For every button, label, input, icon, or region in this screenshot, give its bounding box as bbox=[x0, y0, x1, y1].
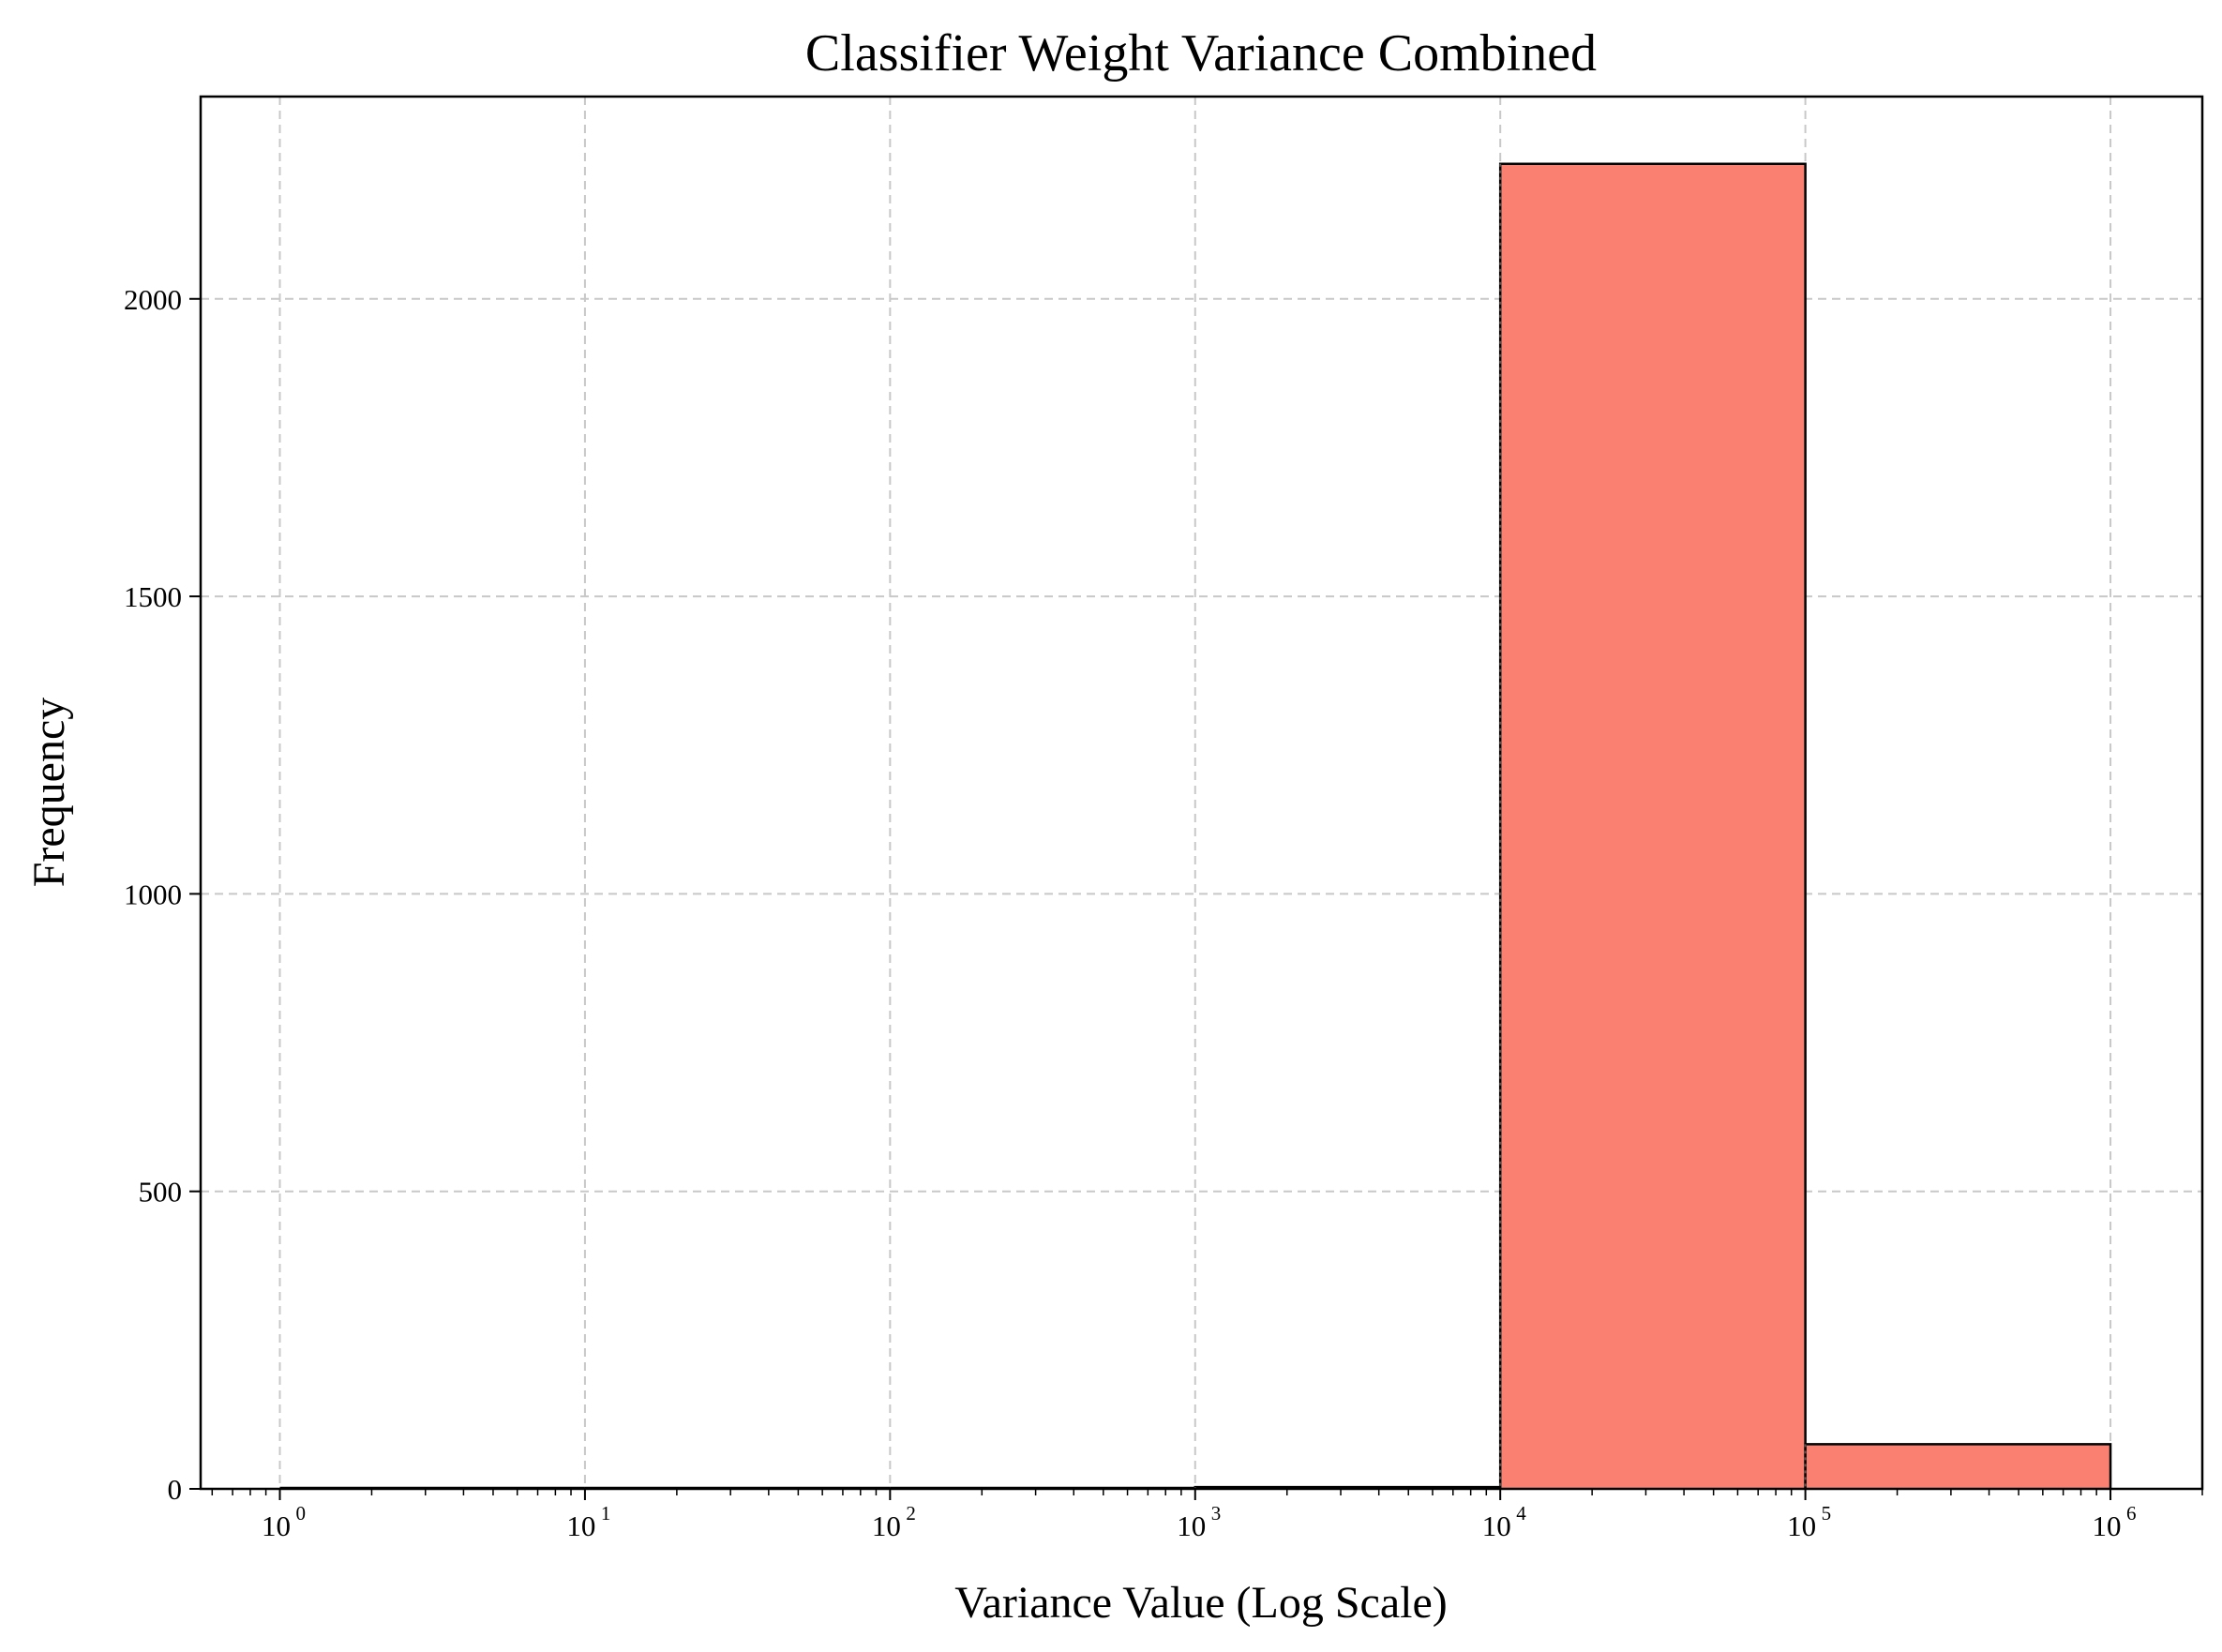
x-tick-exponent-0: 0 bbox=[295, 1502, 306, 1524]
x-tick-exponent-5: 5 bbox=[1822, 1502, 1832, 1524]
y-axis-label: Frequency bbox=[24, 698, 74, 888]
x-tick-exponent-3: 3 bbox=[1211, 1502, 1222, 1524]
x-tick-label-3: 10 bbox=[1177, 1509, 1206, 1542]
x-tick-label-2: 10 bbox=[872, 1509, 901, 1542]
y-tick-label-4: 2000 bbox=[124, 283, 182, 316]
grid-layer bbox=[201, 97, 2202, 1490]
histogram-bar-4 bbox=[1500, 163, 1806, 1489]
x-tick-exponent-1: 1 bbox=[601, 1502, 611, 1524]
x-tick-exponent-2: 2 bbox=[906, 1502, 916, 1524]
x-tick-label-6: 10 bbox=[2093, 1509, 2122, 1542]
x-axis-label: Variance Value (Log Scale) bbox=[954, 1578, 1448, 1628]
y-tick-label-3: 1500 bbox=[124, 580, 182, 613]
plot-frame bbox=[199, 95, 2204, 1491]
x-tick-label-1: 10 bbox=[566, 1509, 595, 1542]
histogram-bar-edge-4 bbox=[1498, 162, 1807, 1489]
x-tick-exponent-4: 4 bbox=[1516, 1502, 1526, 1524]
x-tick-label-0: 10 bbox=[262, 1509, 291, 1542]
x-tick-exponent-6: 6 bbox=[2126, 1502, 2137, 1524]
x-tick-label-4: 10 bbox=[1482, 1509, 1511, 1542]
y-tick-label-2: 1000 bbox=[124, 878, 182, 910]
histogram-bar-5 bbox=[1805, 1444, 2111, 1489]
bars-layer bbox=[279, 162, 2112, 1490]
y-tick-label-1: 500 bbox=[139, 1176, 183, 1209]
x-tick-label-5: 10 bbox=[1787, 1509, 1816, 1542]
chart-title: Classifier Weight Variance Combined bbox=[805, 24, 1597, 83]
y-tick-label-0: 0 bbox=[168, 1473, 183, 1506]
